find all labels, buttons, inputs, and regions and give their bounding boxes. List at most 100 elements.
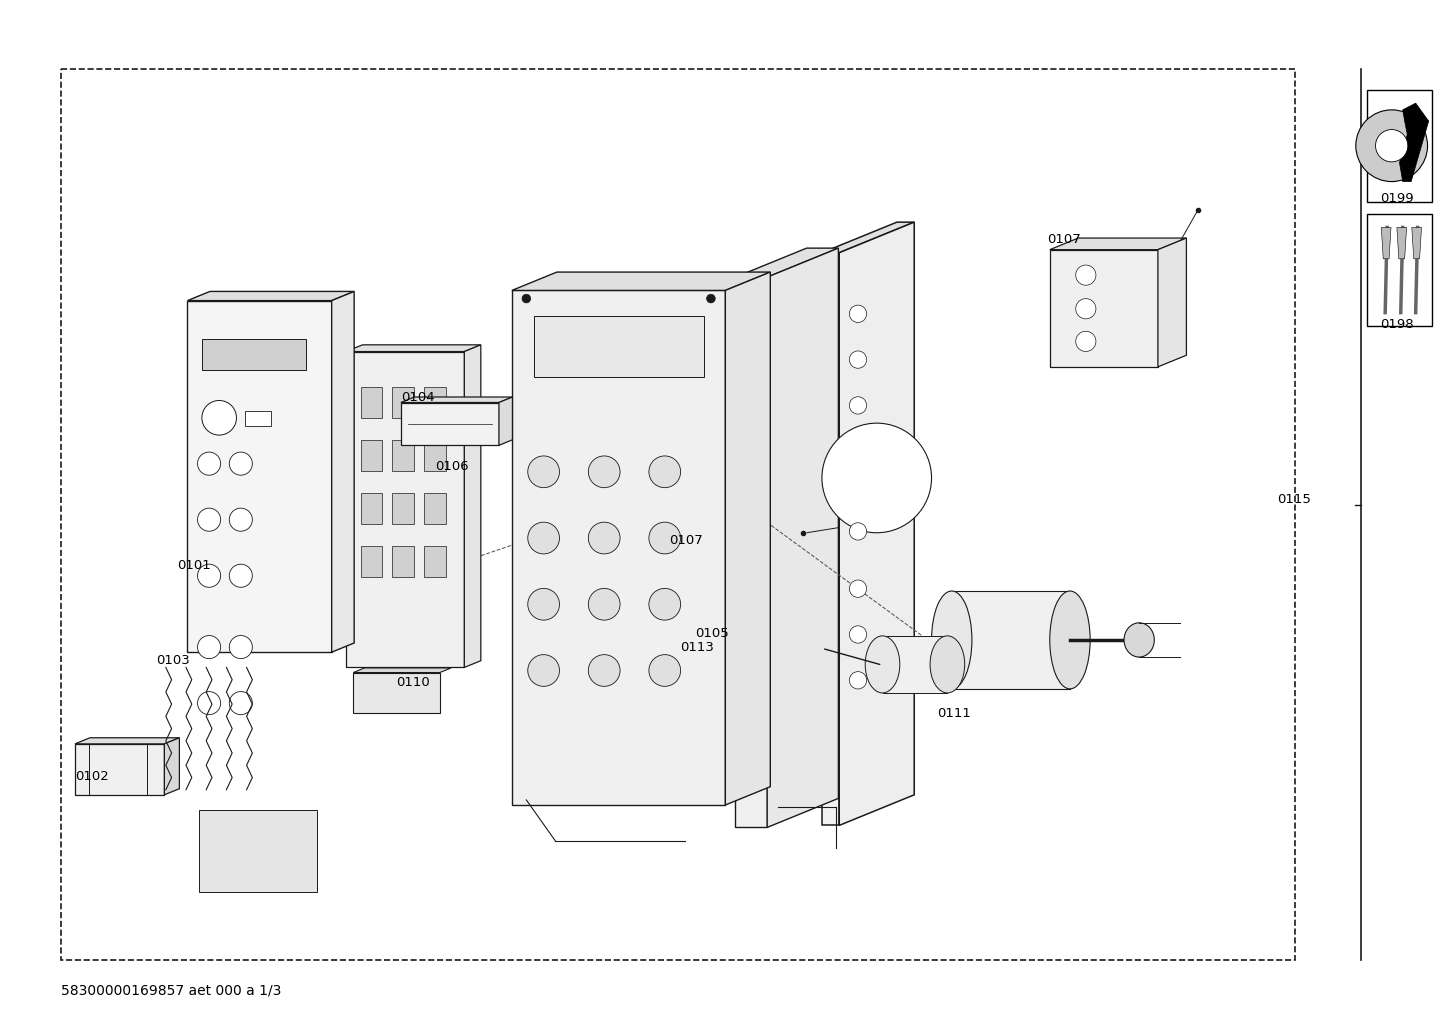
Polygon shape xyxy=(822,253,839,825)
Bar xyxy=(424,387,446,418)
Circle shape xyxy=(522,294,531,303)
Ellipse shape xyxy=(1123,623,1154,657)
Text: 0113: 0113 xyxy=(681,641,714,653)
Circle shape xyxy=(849,672,867,689)
Polygon shape xyxy=(1412,227,1422,259)
Circle shape xyxy=(1376,129,1407,162)
Circle shape xyxy=(229,508,252,531)
Polygon shape xyxy=(401,397,512,403)
Circle shape xyxy=(588,654,620,687)
Circle shape xyxy=(649,654,681,687)
Polygon shape xyxy=(75,744,164,795)
Bar xyxy=(360,493,382,524)
Circle shape xyxy=(198,452,221,475)
Circle shape xyxy=(1355,110,1428,181)
Text: 58300000169857 aet 000 a 1/3: 58300000169857 aet 000 a 1/3 xyxy=(61,983,281,998)
Text: 0104: 0104 xyxy=(401,391,434,404)
Text: 0102: 0102 xyxy=(75,770,108,783)
Circle shape xyxy=(229,692,252,714)
Ellipse shape xyxy=(932,591,972,689)
Circle shape xyxy=(849,305,867,322)
Bar xyxy=(952,591,1070,689)
Circle shape xyxy=(849,580,867,597)
Polygon shape xyxy=(499,397,512,445)
Circle shape xyxy=(528,522,559,554)
Bar xyxy=(392,546,414,577)
Bar xyxy=(1367,214,1432,326)
Text: 0111: 0111 xyxy=(937,707,970,719)
Bar xyxy=(360,440,382,471)
Polygon shape xyxy=(202,339,306,370)
Text: 0105: 0105 xyxy=(695,628,728,640)
Polygon shape xyxy=(534,316,704,377)
Polygon shape xyxy=(353,668,451,673)
Circle shape xyxy=(528,654,559,687)
Bar xyxy=(392,493,414,524)
Circle shape xyxy=(1076,265,1096,285)
Circle shape xyxy=(849,396,867,414)
Circle shape xyxy=(649,588,681,621)
Bar xyxy=(360,546,382,577)
Bar xyxy=(392,387,414,418)
Circle shape xyxy=(528,455,559,488)
Circle shape xyxy=(1076,331,1096,352)
Circle shape xyxy=(198,508,221,531)
Ellipse shape xyxy=(865,636,900,693)
Circle shape xyxy=(849,351,867,368)
Text: 0110: 0110 xyxy=(397,677,430,689)
Circle shape xyxy=(707,294,715,303)
Polygon shape xyxy=(839,222,914,825)
Bar xyxy=(1367,90,1432,202)
Ellipse shape xyxy=(1050,591,1090,689)
Polygon shape xyxy=(346,352,464,667)
Bar xyxy=(360,387,382,418)
Circle shape xyxy=(229,636,252,658)
Text: 0101: 0101 xyxy=(177,559,211,572)
Bar xyxy=(392,440,414,471)
Bar xyxy=(61,69,1295,960)
Polygon shape xyxy=(735,249,838,277)
Polygon shape xyxy=(725,272,770,805)
Text: 0115: 0115 xyxy=(1278,493,1311,505)
Polygon shape xyxy=(187,301,332,652)
Circle shape xyxy=(202,400,236,435)
Polygon shape xyxy=(512,290,725,805)
Polygon shape xyxy=(346,344,480,352)
Circle shape xyxy=(822,423,932,533)
Circle shape xyxy=(588,455,620,488)
Polygon shape xyxy=(767,249,838,827)
Polygon shape xyxy=(164,738,179,795)
Circle shape xyxy=(198,565,221,587)
Circle shape xyxy=(198,636,221,658)
Text: 0199: 0199 xyxy=(1380,193,1413,205)
Ellipse shape xyxy=(930,636,965,693)
Circle shape xyxy=(649,522,681,554)
Polygon shape xyxy=(1399,103,1429,181)
Bar xyxy=(245,411,271,426)
Circle shape xyxy=(229,452,252,475)
Text: 0103: 0103 xyxy=(156,654,189,666)
Polygon shape xyxy=(401,403,499,445)
Polygon shape xyxy=(822,222,914,253)
Polygon shape xyxy=(735,277,767,827)
Circle shape xyxy=(528,588,559,621)
Text: 0106: 0106 xyxy=(435,461,469,473)
Circle shape xyxy=(849,523,867,540)
Circle shape xyxy=(588,588,620,621)
Bar xyxy=(424,546,446,577)
Circle shape xyxy=(849,626,867,643)
Polygon shape xyxy=(332,291,355,652)
Polygon shape xyxy=(187,291,355,301)
Text: 0198: 0198 xyxy=(1380,318,1413,330)
Polygon shape xyxy=(1050,250,1158,367)
Polygon shape xyxy=(1050,238,1187,250)
Polygon shape xyxy=(1397,227,1406,259)
Bar xyxy=(424,440,446,471)
Text: 0107: 0107 xyxy=(669,534,702,546)
Circle shape xyxy=(1076,299,1096,319)
Circle shape xyxy=(198,692,221,714)
Polygon shape xyxy=(1158,238,1187,367)
Circle shape xyxy=(588,522,620,554)
Polygon shape xyxy=(464,344,480,667)
Polygon shape xyxy=(353,673,440,713)
